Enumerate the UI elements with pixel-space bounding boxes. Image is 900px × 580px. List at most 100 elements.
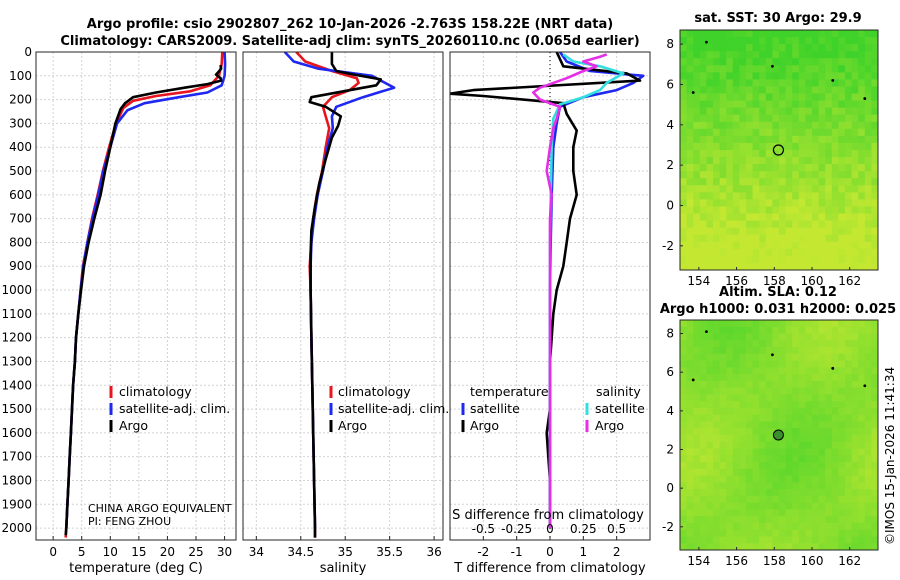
field-cell — [798, 360, 806, 368]
field-cell — [825, 192, 833, 201]
field-cell — [831, 199, 839, 208]
field-cell — [871, 79, 878, 88]
field-cell — [818, 374, 826, 382]
field-cell — [772, 489, 780, 497]
field-cell — [706, 516, 714, 524]
field-cell — [798, 387, 806, 395]
field-cell — [746, 142, 754, 151]
field-cell — [759, 401, 767, 409]
field-cell — [818, 468, 826, 477]
field-cell — [739, 220, 747, 229]
field-cell — [858, 347, 866, 355]
legend-label-satellite: satellite-adj. clim. — [338, 401, 449, 416]
field-cell — [871, 333, 878, 341]
field-cell — [739, 441, 747, 450]
field-cell — [686, 374, 694, 382]
field-cell — [798, 72, 806, 81]
field-cell — [746, 178, 754, 186]
speck — [771, 353, 774, 357]
field-cell — [798, 421, 806, 429]
field-cell — [713, 213, 721, 222]
field-cell — [693, 213, 701, 222]
field-cell — [699, 414, 707, 423]
field-cell — [858, 482, 866, 490]
field-cell — [845, 414, 853, 423]
field-cell — [719, 401, 727, 409]
field-cell — [825, 407, 833, 416]
field-cell — [812, 320, 820, 328]
field-cell — [812, 543, 820, 550]
field-cell — [851, 407, 859, 416]
field-cell — [726, 37, 734, 45]
field-cell — [805, 262, 813, 270]
field-cell — [851, 93, 859, 102]
field-cell — [845, 543, 853, 550]
field-cell — [765, 100, 773, 109]
field-cell — [845, 360, 853, 368]
field-cell — [851, 468, 859, 477]
speck — [831, 366, 835, 370]
field-cell — [851, 79, 859, 88]
field-cell — [719, 72, 727, 81]
field-cell — [759, 255, 767, 264]
field-cell — [706, 407, 714, 416]
field-cell — [831, 171, 839, 179]
field-cell — [719, 326, 727, 335]
field-cell — [772, 241, 780, 250]
field-cell — [871, 220, 878, 229]
field-cell — [680, 234, 688, 243]
field-cell — [765, 516, 773, 524]
field-cell — [792, 380, 800, 389]
field-cell — [858, 220, 866, 229]
field-cell — [845, 421, 853, 429]
legend-label-temp-argo: Argo — [470, 418, 499, 433]
field-cell — [680, 171, 688, 179]
field-cell — [772, 522, 780, 531]
field-cell — [726, 220, 734, 229]
field-cell — [845, 199, 853, 208]
field-cell — [719, 441, 727, 450]
depth-tick-label: 400 — [9, 140, 32, 154]
field-cell — [792, 516, 800, 524]
y-tick-label: 0 — [666, 198, 674, 212]
x-tick-label: -2 — [477, 545, 489, 559]
field-cell — [798, 199, 806, 208]
field-cell — [858, 171, 866, 179]
depth-tick-label: 300 — [9, 116, 32, 130]
field-cell — [792, 428, 800, 436]
field-cell — [739, 206, 747, 215]
field-cell — [792, 482, 800, 490]
field-cell — [739, 79, 747, 88]
x-tick-label: 1 — [580, 545, 588, 559]
field-cell — [825, 435, 833, 443]
field-cell — [858, 333, 866, 341]
difference-top-axis-label: S difference from climatology — [452, 508, 644, 523]
field-cell — [798, 185, 806, 193]
field-cell — [858, 448, 866, 456]
x-tick-label: 0 — [546, 545, 554, 559]
field-cell — [746, 185, 754, 193]
field-cell — [831, 401, 839, 409]
field-cell — [686, 262, 694, 270]
field-cell — [851, 262, 859, 270]
field-cell — [686, 58, 694, 66]
field-cell — [739, 65, 747, 73]
field-cell — [858, 86, 866, 95]
field-cell — [713, 220, 721, 229]
field-cell — [759, 37, 767, 45]
field-cell — [713, 185, 721, 193]
field-cell — [831, 107, 839, 116]
field-cell — [779, 489, 787, 497]
field-cell — [845, 93, 853, 102]
sla-map-subtitle: Argo h1000: 0.031 h2000: 0.025 — [660, 302, 896, 317]
field-cell — [831, 367, 839, 375]
field-cell — [864, 495, 872, 504]
field-cell — [779, 421, 787, 429]
field-cell — [825, 414, 833, 423]
field-cell — [818, 150, 826, 158]
field-cell — [798, 482, 806, 490]
field-cell — [699, 135, 707, 144]
field-cell — [699, 100, 707, 109]
field-cell — [864, 441, 872, 450]
field-cell — [693, 107, 701, 116]
